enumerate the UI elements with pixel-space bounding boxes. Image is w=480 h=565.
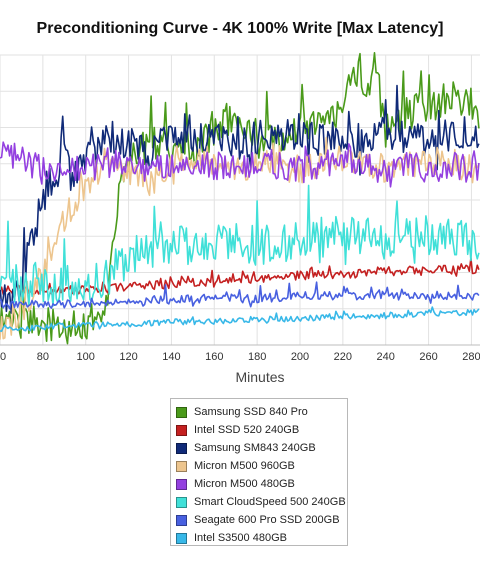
legend-swatch	[176, 442, 187, 454]
x-tick-label: 280	[462, 351, 480, 363]
legend-label: Micron M500 480GB	[194, 478, 295, 490]
series-line	[0, 84, 480, 314]
legend-item: Intel S3500 480GB	[171, 529, 347, 547]
x-tick-label: 60	[0, 351, 6, 363]
x-tick-label: 160	[205, 351, 223, 363]
legend-swatch	[176, 460, 187, 472]
series-line	[0, 184, 480, 307]
x-tick-label: 120	[119, 351, 137, 363]
legend-label: Samsung SSD 840 Pro	[194, 406, 308, 418]
legend-label: Intel S3500 480GB	[194, 532, 287, 544]
x-tick-labels: 60 80 100 120 140 160 180 200 220 240 260 280	[0, 351, 480, 363]
x-tick-label: 180	[248, 351, 266, 363]
legend-item: Smart CloudSpeed 500 240GB	[171, 493, 347, 511]
x-tick-label: 200	[291, 351, 309, 363]
legend-item: Seagate 600 Pro SSD 200GB	[171, 511, 347, 529]
legend-item: Micron M500 960GB	[171, 457, 347, 475]
legend-item: Micron M500 480GB	[171, 475, 347, 493]
legend-item: Intel SSD 520 240GB	[171, 421, 347, 439]
x-tick-label: 220	[334, 351, 352, 363]
series-line	[0, 51, 480, 345]
legend-item: Samsung SSD 840 Pro	[171, 403, 347, 421]
legend-swatch	[176, 424, 187, 436]
legend-label: Samsung SM843 240GB	[194, 442, 316, 454]
x-axis-label: Minutes	[235, 369, 285, 385]
legend-label: Intel SSD 520 240GB	[194, 424, 300, 436]
legend-label: Smart CloudSpeed 500 240GB	[194, 496, 346, 508]
series-line	[0, 306, 480, 333]
series-line	[0, 136, 480, 340]
x-tick-label: 80	[37, 351, 49, 363]
x-tick-label: 140	[162, 351, 180, 363]
legend-item: Samsung SM843 240GB	[171, 439, 347, 457]
series-lines	[0, 51, 480, 345]
legend-swatch	[176, 532, 187, 544]
legend-label: Seagate 600 Pro SSD 200GB	[194, 514, 340, 526]
legend-label: Micron M500 960GB	[194, 460, 295, 472]
series-line	[0, 141, 480, 188]
legend-swatch	[176, 406, 187, 418]
grid-lines	[0, 54, 480, 346]
series-line	[0, 281, 480, 310]
x-tick-label: 100	[77, 351, 95, 363]
chart-title: Preconditioning Curve - 4K 100% Write [M…	[36, 20, 444, 37]
legend-swatch	[176, 514, 187, 526]
legend-swatch	[176, 496, 187, 508]
x-tick-label: 260	[419, 351, 437, 363]
legend: Samsung SSD 840 Pro Intel SSD 520 240GB Sa…	[170, 398, 348, 546]
x-tick-label: 240	[377, 351, 395, 363]
legend-swatch	[176, 478, 187, 490]
